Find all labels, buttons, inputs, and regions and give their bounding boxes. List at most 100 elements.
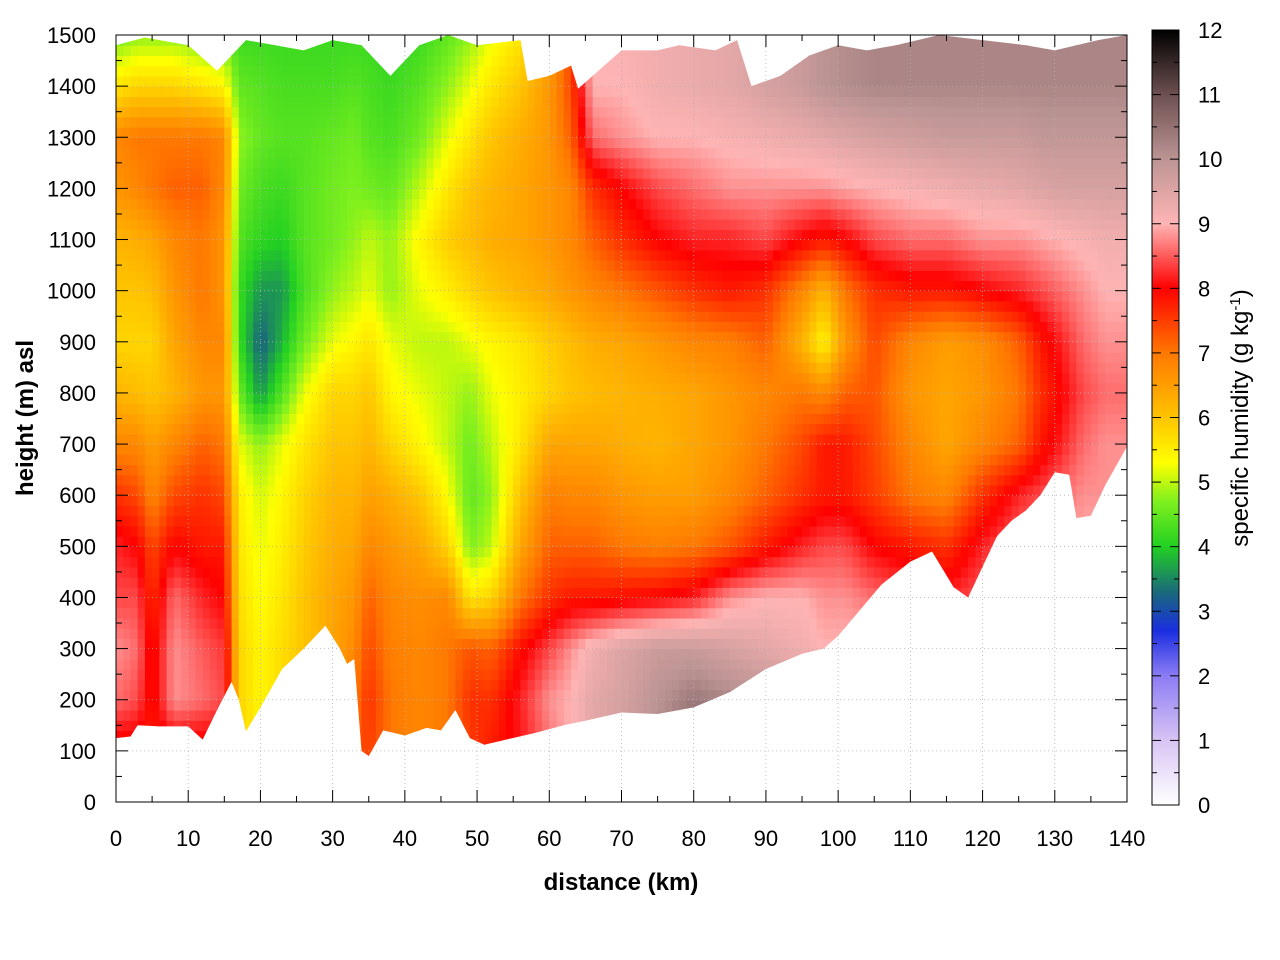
heatmap-cell — [657, 617, 666, 629]
heatmap-cell — [845, 495, 854, 507]
heatmap-cell — [607, 628, 615, 639]
heatmap-cell — [310, 536, 319, 547]
heatmap-cell — [816, 464, 825, 476]
heatmap-cell — [173, 658, 182, 670]
heatmap-cell — [563, 464, 572, 476]
heatmap-cell — [332, 628, 341, 639]
heatmap-cell — [1033, 474, 1041, 486]
heatmap-cell — [217, 556, 225, 568]
heatmap-cell — [361, 587, 370, 599]
heatmap-cell — [484, 454, 493, 466]
heatmap-cell — [159, 689, 168, 701]
heatmap-cell — [166, 658, 175, 670]
heatmap-cell — [159, 444, 168, 455]
heatmap-cell — [137, 536, 146, 547]
heatmap-cell — [780, 454, 789, 466]
heatmap-cell — [520, 648, 529, 660]
heatmap-cell — [722, 505, 731, 517]
heatmap-cell — [527, 505, 536, 517]
heatmap-cell — [180, 536, 189, 547]
heatmap-cell — [260, 577, 269, 588]
heatmap-cell — [296, 515, 305, 527]
heatmap-cell — [859, 597, 868, 609]
heatmap-cell — [816, 536, 825, 547]
heatmap-cell — [159, 669, 168, 680]
heatmap-cell — [296, 536, 305, 547]
heatmap-cell — [123, 525, 132, 537]
heatmap-cell — [440, 628, 449, 639]
heatmap-cell — [368, 525, 377, 537]
heatmap-cell — [123, 474, 132, 486]
heatmap-cell — [513, 515, 521, 527]
heatmap-cell — [650, 556, 659, 568]
heatmap-cell — [751, 556, 760, 568]
heatmap-cell — [780, 587, 789, 599]
heatmap-cell — [556, 495, 565, 507]
heatmap-cell — [881, 464, 890, 476]
heatmap-cell — [217, 648, 225, 660]
heatmap-cell — [729, 433, 738, 445]
heatmap-cell — [787, 556, 796, 568]
heatmap-cell — [144, 566, 153, 578]
heatmap-cell — [303, 536, 312, 547]
heatmap-cell — [448, 433, 457, 445]
heatmap-cell — [477, 566, 485, 578]
heatmap-cell — [989, 525, 998, 537]
heatmap-cell — [549, 607, 558, 619]
heatmap-cell — [462, 495, 471, 507]
heatmap-cell — [614, 556, 623, 568]
heatmap-cell — [570, 484, 579, 496]
heatmap-cell — [1011, 495, 1020, 507]
heatmap-cell — [960, 525, 969, 537]
heatmap-cell — [968, 536, 976, 547]
heatmap-cell — [462, 566, 471, 578]
heatmap-cell — [679, 617, 688, 629]
heatmap-cell — [440, 515, 449, 527]
heatmap-cell — [404, 648, 413, 660]
heatmap-cell — [224, 495, 233, 507]
heatmap-cell — [477, 679, 485, 691]
heatmap-cell — [910, 536, 919, 547]
heatmap-cell — [946, 536, 955, 547]
heatmap-cell — [643, 607, 651, 619]
heatmap-cell — [672, 536, 680, 547]
heatmap-cell — [433, 658, 442, 670]
heatmap-cell — [209, 536, 218, 547]
heatmap-cell — [267, 495, 276, 507]
heatmap-cell — [773, 658, 781, 670]
heatmap-cell — [556, 454, 565, 466]
heatmap-cell — [982, 546, 991, 558]
heatmap-cell — [137, 505, 146, 517]
heatmap-cell — [751, 607, 760, 619]
heatmap-cell — [347, 577, 355, 588]
heatmap-cell — [874, 546, 883, 558]
heatmap-cell — [744, 525, 753, 537]
heatmap-cell — [578, 464, 586, 476]
heatmap-cell — [238, 474, 247, 486]
heatmap-cell — [657, 628, 666, 639]
heatmap-cell — [238, 689, 247, 701]
heatmap-cell — [737, 433, 745, 445]
heatmap-cell — [527, 658, 536, 670]
heatmap-cell — [484, 484, 493, 496]
heatmap-cell — [152, 709, 160, 721]
heatmap-cell — [859, 484, 868, 496]
heatmap-cell — [664, 474, 673, 486]
heatmap-cell — [1033, 454, 1041, 466]
heatmap-cell — [895, 515, 904, 527]
heatmap-cell — [332, 556, 341, 568]
heatmap-cell — [679, 515, 688, 527]
heatmap-cell — [166, 484, 175, 496]
heatmap-cell — [729, 628, 738, 639]
heatmap-cell — [715, 536, 724, 547]
heatmap-cell — [498, 689, 507, 701]
heatmap-cell — [751, 648, 760, 660]
heatmap-cell — [570, 638, 579, 650]
heatmap-cell — [347, 505, 355, 517]
heatmap-cell — [599, 638, 608, 650]
heatmap-cell — [722, 464, 731, 476]
heatmap-cell — [116, 577, 124, 588]
heatmap-cell — [867, 495, 875, 507]
heatmap-cell — [816, 587, 825, 599]
